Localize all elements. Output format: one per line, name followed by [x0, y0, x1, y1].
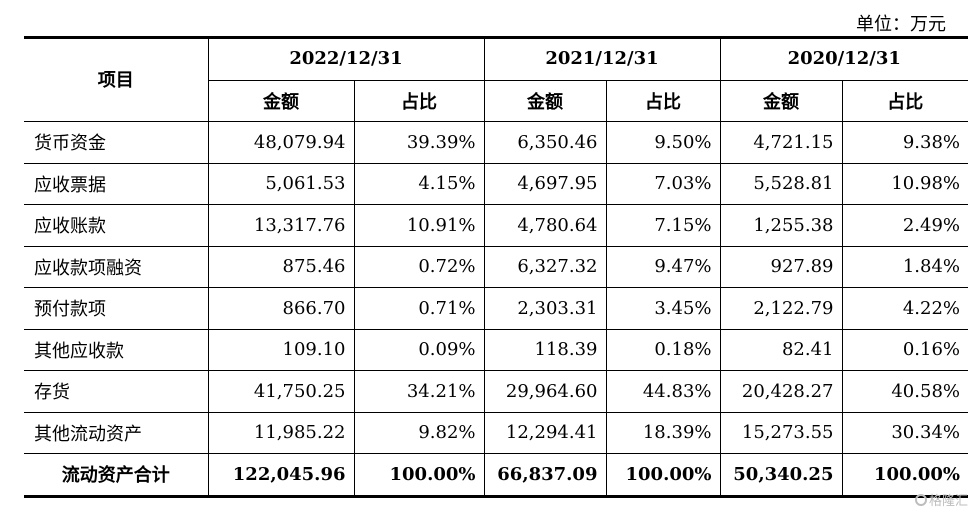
ratio-cell: 4.22%	[842, 287, 968, 330]
amount-cell: 29,964.60	[484, 370, 607, 413]
table-body: 货币资金 48,079.94 39.39% 6,350.46 9.50% 4,721.15…	[24, 121, 968, 496]
amount-cell: 6,350.46	[484, 121, 607, 164]
amount-cell: 13,317.76	[208, 204, 355, 247]
ratio-cell: 100.00%	[606, 453, 721, 496]
ratio-cell: 9.50%	[606, 121, 721, 164]
unit-label: 单位：万元	[856, 14, 946, 35]
amount-cell: 4,721.15	[720, 121, 843, 164]
table-row: 应收款项融资 875.46 0.72% 6,327.32 9.47% 927.89 1.84…	[24, 246, 968, 288]
row-name: 存货	[24, 370, 209, 413]
amount-cell: 6,327.32	[484, 246, 607, 288]
amount-cell: 927.89	[720, 246, 843, 288]
row-name: 货币资金	[24, 121, 209, 164]
ratio-header-2020: 占比	[842, 80, 968, 122]
ratio-cell: 30.34%	[842, 412, 968, 454]
item-header: 项目	[24, 36, 209, 122]
ratio-cell: 3.45%	[606, 287, 721, 330]
row-name: 应收款项融资	[24, 246, 209, 288]
ratio-cell: 7.03%	[606, 163, 721, 205]
watermark: 格隆汇	[914, 490, 968, 509]
amount-header-2021: 金额	[484, 80, 607, 122]
ratio-cell: 4.15%	[354, 163, 485, 205]
ratio-cell: 7.15%	[606, 204, 721, 247]
ratio-cell: 10.91%	[354, 204, 485, 247]
ratio-header-2022: 占比	[354, 80, 485, 122]
bottom-rule	[24, 495, 968, 498]
table-row: 货币资金 48,079.94 39.39% 6,350.46 9.50% 4,721.15…	[24, 121, 968, 164]
table-row: 其他流动资产 11,985.22 9.82% 12,294.41 18.39% 15,27…	[24, 412, 968, 454]
ratio-cell: 9.38%	[842, 121, 968, 164]
row-name: 应收票据	[24, 163, 209, 205]
table-row: 其他应收款 109.10 0.09% 118.39 0.18% 82.41 0.16%	[24, 329, 968, 371]
amount-cell: 82.41	[720, 329, 843, 371]
amount-cell: 4,780.64	[484, 204, 607, 247]
amount-cell: 122,045.96	[208, 453, 355, 496]
amount-cell: 109.10	[208, 329, 355, 371]
ratio-cell: 44.83%	[606, 370, 721, 413]
ratio-cell: 40.58%	[842, 370, 968, 413]
row-name: 预付款项	[24, 287, 209, 330]
amount-cell: 50,340.25	[720, 453, 843, 496]
row-name: 其他应收款	[24, 329, 209, 371]
amount-cell: 11,985.22	[208, 412, 355, 454]
amount-cell: 866.70	[208, 287, 355, 330]
amount-cell: 41,750.25	[208, 370, 355, 413]
amount-cell: 5,061.53	[208, 163, 355, 205]
ratio-cell: 100.00%	[842, 453, 968, 496]
amount-cell: 4,697.95	[484, 163, 607, 205]
ratio-cell: 0.18%	[606, 329, 721, 371]
ratio-cell: 39.39%	[354, 121, 485, 164]
table-row: 存货 41,750.25 34.21% 29,964.60 44.83% 20,428.2…	[24, 370, 968, 413]
ratio-cell: 0.16%	[842, 329, 968, 371]
table-row: 应收票据 5,061.53 4.15% 4,697.95 7.03% 5,528.81 10…	[24, 163, 968, 205]
amount-cell: 875.46	[208, 246, 355, 288]
ratio-cell: 0.71%	[354, 287, 485, 330]
amount-cell: 5,528.81	[720, 163, 843, 205]
current-assets-table: 项目 2022/12/31 2021/12/31 2020/12/31 金额 占…	[24, 36, 968, 496]
ratio-cell: 1.84%	[842, 246, 968, 288]
amount-cell: 20,428.27	[720, 370, 843, 413]
ratio-cell: 34.21%	[354, 370, 485, 413]
ratio-cell: 0.09%	[354, 329, 485, 371]
amount-header-2020: 金额	[720, 80, 843, 122]
amount-cell: 15,273.55	[720, 412, 843, 454]
amount-header-2022: 金额	[208, 80, 355, 122]
amount-cell: 12,294.41	[484, 412, 607, 454]
amount-cell: 1,255.38	[720, 204, 843, 247]
amount-cell: 118.39	[484, 329, 607, 371]
ratio-cell: 2.49%	[842, 204, 968, 247]
ratio-cell: 100.00%	[354, 453, 485, 496]
table-row: 应收账款 13,317.76 10.91% 4,780.64 7.15% 1,255.38…	[24, 204, 968, 247]
table-row: 预付款项 866.70 0.71% 2,303.31 3.45% 2,122.79 4.22…	[24, 287, 968, 330]
year-header-2022: 2022/12/31	[208, 36, 485, 81]
ratio-cell: 9.47%	[606, 246, 721, 288]
ratio-cell: 10.98%	[842, 163, 968, 205]
amount-cell: 2,122.79	[720, 287, 843, 330]
amount-cell: 2,303.31	[484, 287, 607, 330]
row-name: 应收账款	[24, 204, 209, 247]
ratio-header-2021: 占比	[606, 80, 721, 122]
year-header-2021: 2021/12/31	[484, 36, 721, 81]
ratio-cell: 9.82%	[354, 412, 485, 454]
amount-cell: 48,079.94	[208, 121, 355, 164]
year-header-2020: 2020/12/31	[720, 36, 968, 81]
amount-cell: 66,837.09	[484, 453, 607, 496]
ratio-cell: 18.39%	[606, 412, 721, 454]
row-name: 流动资产合计	[24, 453, 209, 496]
total-row: 流动资产合计 122,045.96 100.00% 66,837.09 100.00% 5…	[24, 453, 968, 496]
ratio-cell: 0.72%	[354, 246, 485, 288]
watermark-logo-icon	[914, 493, 927, 506]
watermark-text: 格隆汇	[928, 494, 968, 509]
row-name: 其他流动资产	[24, 412, 209, 454]
